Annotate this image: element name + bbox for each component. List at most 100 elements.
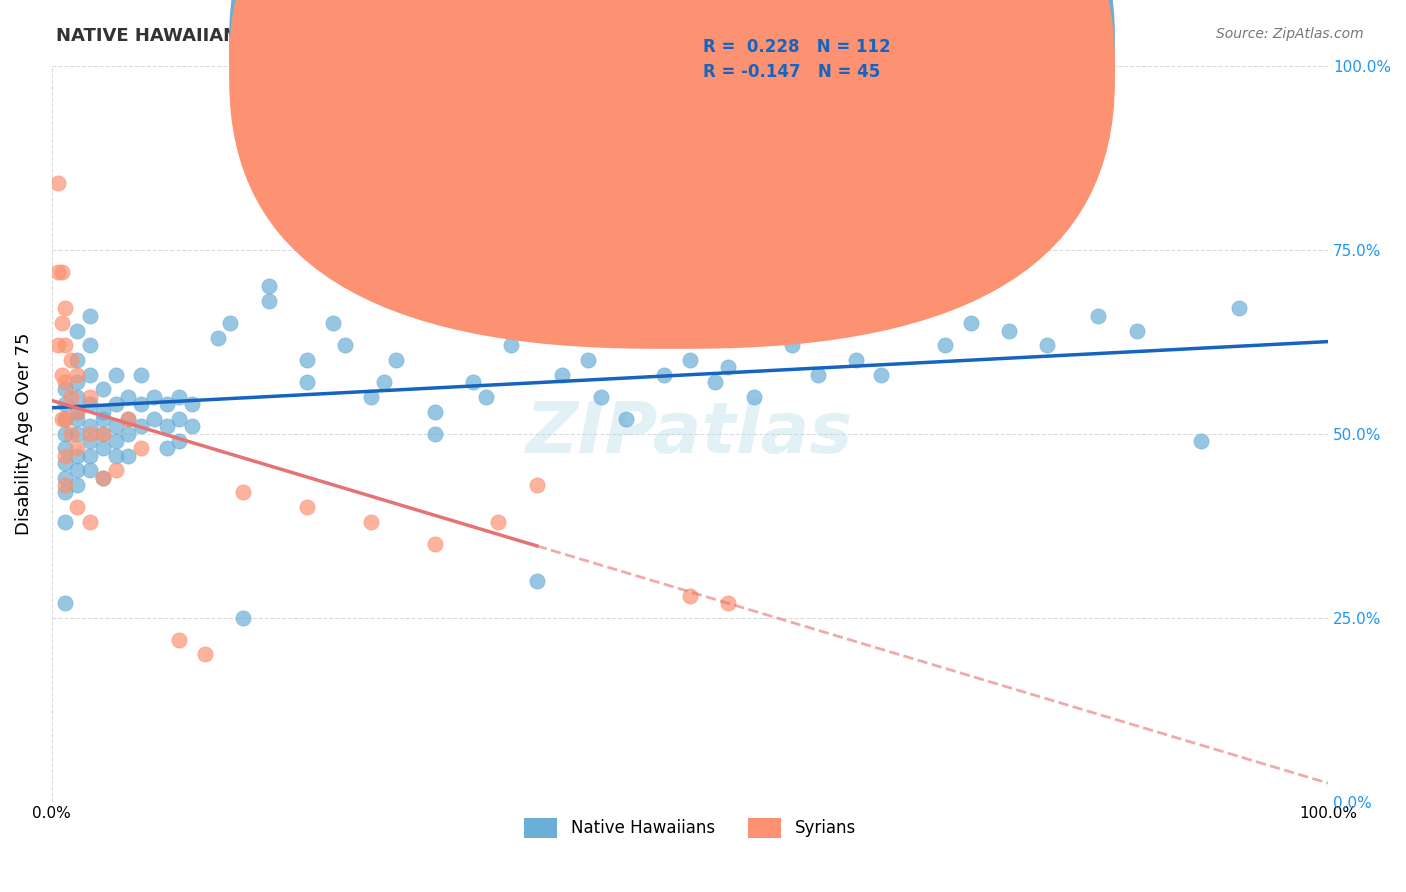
Point xyxy=(91,471,114,485)
Point xyxy=(53,442,76,456)
Point xyxy=(53,397,76,411)
Point xyxy=(79,419,101,434)
Point xyxy=(295,500,318,515)
Point xyxy=(156,442,179,456)
Point xyxy=(998,324,1021,338)
Point xyxy=(46,265,69,279)
Point xyxy=(806,368,828,382)
Point xyxy=(79,449,101,463)
Point xyxy=(117,426,139,441)
Point xyxy=(169,390,191,404)
Text: R =  0.228   N = 112: R = 0.228 N = 112 xyxy=(703,38,890,56)
Point xyxy=(117,412,139,426)
Point xyxy=(360,390,382,404)
Point xyxy=(551,368,574,382)
Point xyxy=(360,515,382,529)
Point xyxy=(870,368,893,382)
Point xyxy=(66,426,89,441)
Point xyxy=(232,485,254,500)
Point xyxy=(66,390,89,404)
Point xyxy=(66,478,89,492)
Point xyxy=(322,316,344,330)
Point xyxy=(181,397,204,411)
Point xyxy=(169,412,191,426)
Point xyxy=(232,610,254,624)
Point xyxy=(53,375,76,389)
Point xyxy=(474,390,496,404)
Point xyxy=(91,404,114,418)
Point xyxy=(53,449,76,463)
Point xyxy=(51,316,73,330)
Text: NATIVE HAWAIIAN VS SYRIAN DISABILITY AGE OVER 75 CORRELATION CHART: NATIVE HAWAIIAN VS SYRIAN DISABILITY AGE… xyxy=(56,27,832,45)
Point xyxy=(79,338,101,352)
Point xyxy=(704,375,727,389)
Point xyxy=(53,478,76,492)
Point xyxy=(66,368,89,382)
Point xyxy=(51,265,73,279)
Point xyxy=(295,353,318,368)
Point xyxy=(79,463,101,477)
Point xyxy=(959,316,981,330)
Point xyxy=(526,478,548,492)
Point xyxy=(373,375,395,389)
Point xyxy=(66,500,89,515)
Point xyxy=(717,596,740,610)
Point xyxy=(46,338,69,352)
Point xyxy=(129,442,152,456)
Point xyxy=(129,397,152,411)
Point xyxy=(79,515,101,529)
Point xyxy=(91,426,114,441)
Point xyxy=(589,390,612,404)
Point xyxy=(104,368,127,382)
Point xyxy=(66,404,89,418)
Point xyxy=(53,412,76,426)
Point xyxy=(488,515,510,529)
Point xyxy=(169,434,191,448)
Point xyxy=(66,353,89,368)
Point xyxy=(654,368,676,382)
Y-axis label: Disability Age Over 75: Disability Age Over 75 xyxy=(15,333,32,535)
Point xyxy=(104,449,127,463)
Point xyxy=(385,353,408,368)
Point xyxy=(66,412,89,426)
Point xyxy=(53,338,76,352)
Point xyxy=(1125,324,1147,338)
Point xyxy=(53,515,76,529)
Point xyxy=(501,338,523,352)
Point xyxy=(142,412,165,426)
Text: Source: ZipAtlas.com: Source: ZipAtlas.com xyxy=(1216,27,1364,41)
Text: R = -0.147   N = 45: R = -0.147 N = 45 xyxy=(703,63,880,81)
Point xyxy=(91,412,114,426)
Point xyxy=(79,390,101,404)
Point xyxy=(53,301,76,316)
Point xyxy=(257,294,280,309)
Point xyxy=(257,279,280,293)
Point xyxy=(79,434,101,448)
Point xyxy=(79,397,101,411)
Point xyxy=(117,449,139,463)
Point xyxy=(526,574,548,588)
Point xyxy=(576,353,599,368)
Point xyxy=(614,412,637,426)
Point xyxy=(1087,309,1109,323)
Point xyxy=(129,368,152,382)
Point xyxy=(53,471,76,485)
Point xyxy=(59,390,82,404)
Point xyxy=(79,426,101,441)
Point xyxy=(91,471,114,485)
Point xyxy=(1189,434,1212,448)
Point xyxy=(169,632,191,647)
Point xyxy=(91,442,114,456)
Point xyxy=(79,309,101,323)
Point xyxy=(59,353,82,368)
Point xyxy=(91,383,114,397)
Point xyxy=(194,648,217,662)
Point xyxy=(104,463,127,477)
Point xyxy=(66,449,89,463)
Point xyxy=(104,419,127,434)
Point xyxy=(717,360,740,375)
Point xyxy=(53,426,76,441)
Point xyxy=(1036,338,1059,352)
Point xyxy=(181,419,204,434)
Point xyxy=(104,434,127,448)
